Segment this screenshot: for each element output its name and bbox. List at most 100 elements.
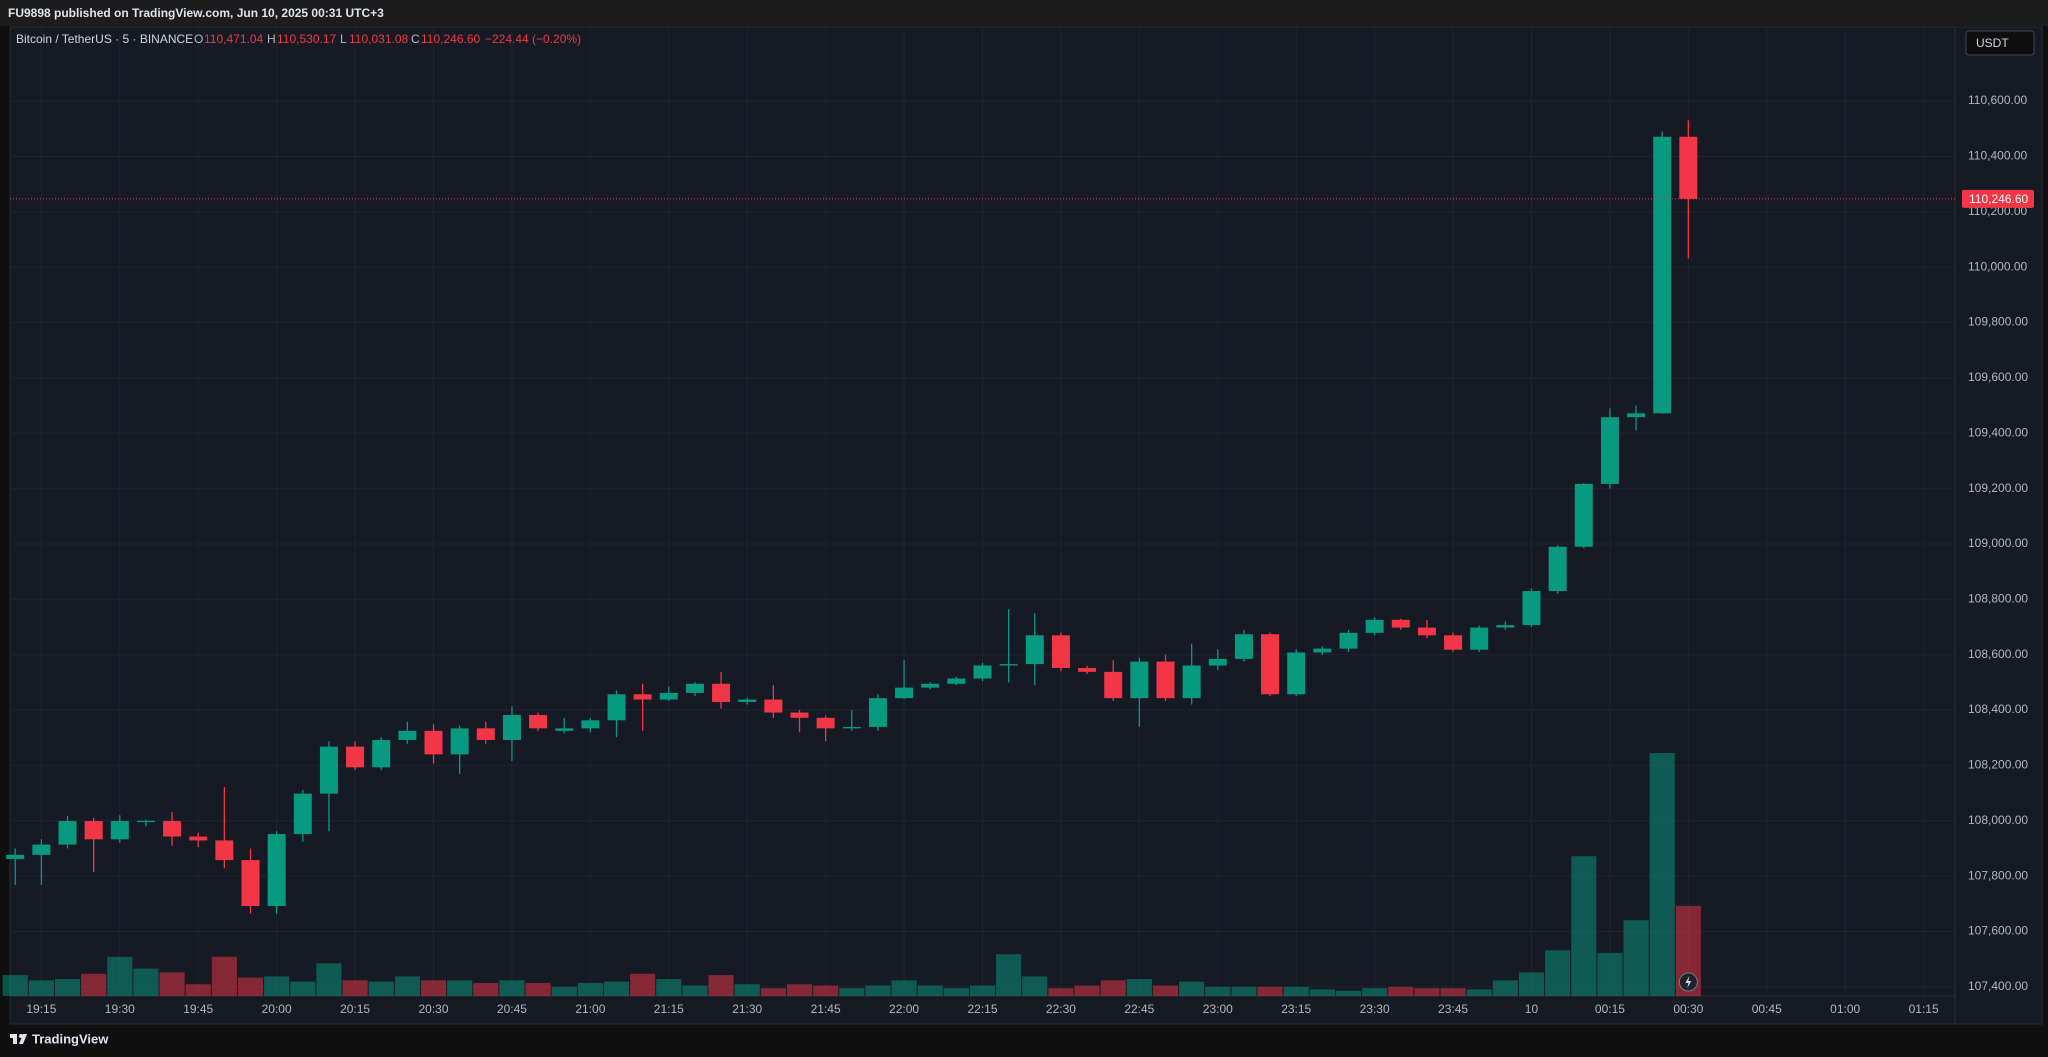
candle-body (947, 678, 966, 684)
brand-logo (10, 1034, 27, 1044)
legend: Bitcoin / TetherUS · 5 · BINANCE O 110,4… (16, 32, 581, 46)
last-price-tag (1962, 189, 2034, 208)
candle-body (1234, 634, 1253, 659)
candle-body (738, 699, 757, 703)
volume-bar (891, 980, 917, 996)
volume-bar (786, 984, 813, 996)
symbol: Bitcoin / TetherUS · 5 · BINANCE (16, 32, 193, 46)
x-tick-label: 19:30 (105, 1002, 135, 1016)
candle-body (189, 836, 208, 841)
volume-bar (81, 973, 107, 996)
volume-bar (1649, 753, 1675, 996)
volume-bar (1179, 981, 1205, 996)
candle-body (895, 687, 914, 699)
x-tick-label: 23:45 (1438, 1002, 1468, 1016)
y-tick-label: 109,800.00 (1968, 315, 2028, 329)
candle-body (607, 694, 626, 721)
x-tick-label: 22:00 (889, 1002, 919, 1016)
x-tick-label: 01:15 (1909, 1002, 1939, 1016)
candle-body (1051, 635, 1070, 668)
candle-body (1025, 635, 1044, 665)
x-tick-label: 19:15 (26, 1002, 56, 1016)
x-tick-label: 20:30 (418, 1002, 448, 1016)
candle-body (450, 728, 469, 755)
published-note: FU9898 published on TradingView.com, Jun… (8, 6, 384, 20)
footer (0, 1026, 2048, 1057)
axes: 107,400.00 107,600.00 107,800.00 108,000.00… (10, 93, 2034, 1016)
candle-body (1444, 635, 1463, 650)
volume-bar (708, 975, 734, 996)
candle-body (32, 844, 51, 855)
legend-h: H (267, 32, 276, 46)
y-tick-label: 108,000.00 (1968, 813, 2028, 827)
volume-bar (1048, 988, 1074, 996)
y-tick-label: 109,000.00 (1968, 536, 2028, 550)
legend-o: O (194, 32, 203, 46)
candle-body (372, 739, 391, 768)
x-tick-label: 20:45 (497, 1002, 527, 1016)
volume-bar (1545, 950, 1571, 996)
volume-bar (1335, 990, 1362, 996)
volume-bar (1492, 980, 1518, 996)
volume-bar (656, 979, 682, 996)
candle-body (1313, 648, 1332, 653)
x-tick-label: 21:00 (575, 1002, 605, 1016)
candle-body (319, 746, 338, 794)
volume-bar (1414, 988, 1440, 996)
y-tick-label: 107,800.00 (1968, 868, 2028, 882)
candle-body (1365, 619, 1384, 633)
last-price-label: 110,246.60 (1969, 192, 2028, 206)
legend-low: 110,031.08 (349, 32, 408, 46)
volume-bar (630, 973, 656, 996)
volume-bar (211, 956, 237, 996)
currency: USDT (1976, 36, 2009, 50)
candle-body (346, 746, 365, 768)
candle-body (1078, 667, 1097, 672)
x-tick-label: 22:30 (1046, 1002, 1076, 1016)
volume-bar (865, 985, 891, 996)
volume-bar (28, 980, 54, 996)
y-tick-label: 108,800.00 (1968, 592, 2028, 606)
volume-bar (551, 986, 577, 996)
volume-bar (264, 976, 290, 996)
candle-body (1130, 661, 1149, 699)
grid (10, 27, 1955, 996)
candle-body (163, 821, 182, 837)
currency-button[interactable] (1965, 30, 2035, 56)
volume-bar (237, 977, 264, 996)
candle-body (1104, 671, 1123, 699)
volume-bar (1126, 979, 1152, 996)
volume-bar (682, 985, 708, 996)
legend-change: −224.44 (−0.20%) (485, 32, 581, 46)
y-tick-label: 109,400.00 (1968, 425, 2028, 439)
candle-body (764, 699, 783, 713)
candle-body (1600, 417, 1619, 484)
volume-bar (185, 984, 211, 996)
x-tick-label: 00:45 (1752, 1002, 1782, 1016)
volume-bar (1022, 976, 1048, 996)
candle-body (136, 820, 155, 823)
volume-bar (499, 980, 525, 996)
y-tick-label: 107,400.00 (1968, 979, 2028, 993)
x-tick-label: 00:30 (1673, 1002, 1703, 1016)
volume-bar (943, 988, 969, 996)
volume-bar (420, 980, 447, 996)
volume-bar (813, 985, 839, 996)
volume-bar (969, 985, 996, 996)
candle-body (1208, 658, 1227, 666)
candle-body (6, 854, 25, 859)
candle-body (1653, 136, 1672, 414)
volume-bar (525, 982, 551, 996)
candle-body (1339, 632, 1358, 649)
legend-c: C (411, 32, 420, 46)
volume-bar (603, 981, 630, 996)
volume-bar (1518, 972, 1545, 996)
y-tick-label: 110,000.00 (1968, 259, 2027, 273)
candle-body (1391, 619, 1410, 628)
candle-body (84, 821, 103, 840)
volume-bar (447, 980, 473, 996)
volume-bar (1231, 986, 1257, 996)
volume-bar (316, 963, 342, 996)
candle-body (1627, 413, 1646, 418)
